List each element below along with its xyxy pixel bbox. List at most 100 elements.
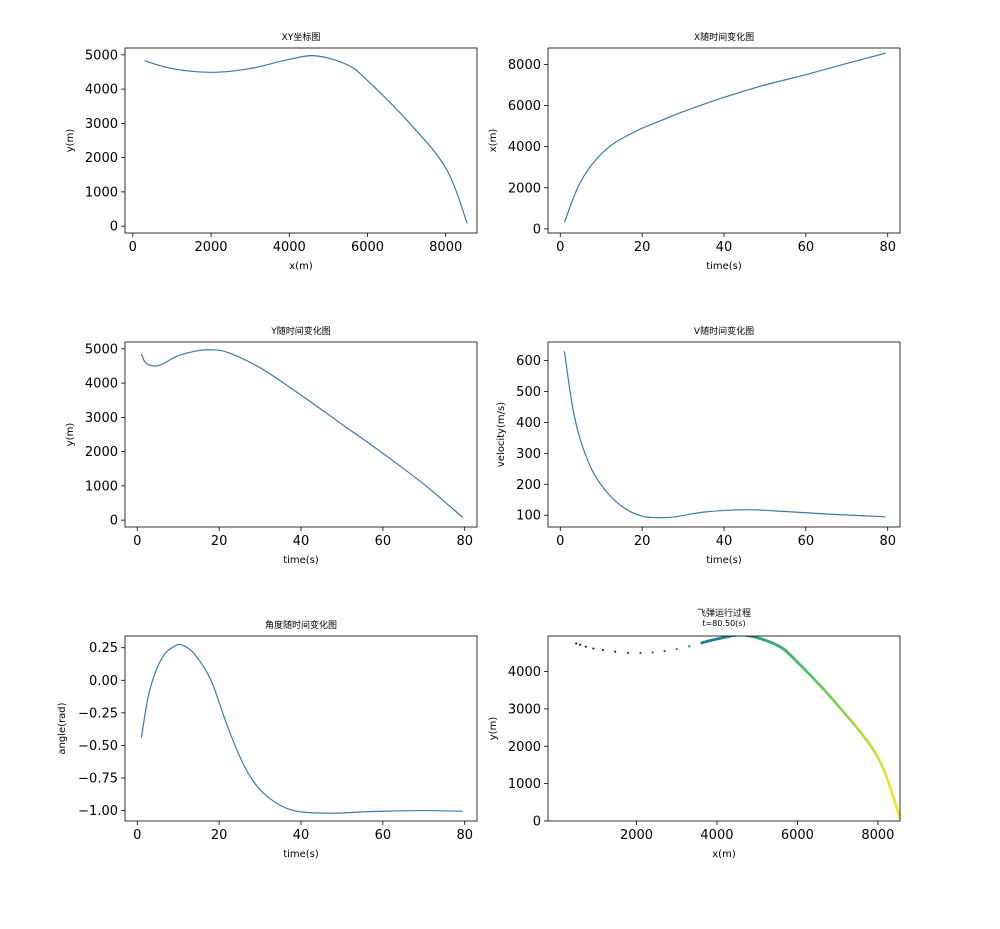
y-tick-label: 100: [516, 509, 541, 524]
y-tick-label: 6000: [508, 99, 541, 114]
y-time-chart-y-axis-label: y(m): [65, 423, 76, 447]
x-tick-label: 80: [879, 240, 896, 255]
y-time-chart-title: Y随时间变化图: [270, 325, 331, 337]
x-tick-label: 0: [133, 828, 141, 843]
x-tick-label: 20: [211, 828, 228, 843]
y-time-chart-x-axis-label: time(s): [283, 555, 319, 566]
x-tick-label: 4000: [700, 828, 733, 843]
y-tick-label: 3000: [85, 411, 118, 426]
xy-chart: 0 2000 4000 6000 8000 0 1000 2000 3000 4000 5000 x(…: [65, 31, 478, 272]
v-time-chart-y-axis-label: velocity(m/s): [496, 402, 507, 467]
x-tick-label: 0: [129, 240, 137, 255]
trajectory-point: [584, 645, 587, 648]
x-tick-label: 20: [634, 534, 651, 549]
angle-time-chart-title: 角度随时间变化图: [265, 619, 337, 631]
y-tick-label: 2000: [508, 740, 541, 755]
x-tick-label: 2000: [620, 828, 653, 843]
v-time-chart: 0 20 40 60 80 100 200 300 400 500 600 time(s) veloci…: [496, 325, 901, 566]
y-tick-label: 0.25: [89, 641, 118, 656]
xy-chart-x-axis-label: x(m): [289, 261, 313, 272]
y-tick-label: −0.75: [78, 772, 118, 787]
angle-time-chart-series-line: [140, 643, 463, 814]
v-time-chart-frame: [547, 341, 901, 528]
y-tick-label: 4000: [85, 83, 118, 98]
x-tick-label: 2000: [194, 240, 227, 255]
y-tick-label: 2000: [85, 445, 118, 460]
x-tick-label: 60: [798, 240, 815, 255]
x-time-chart-title: X随时间变化图: [694, 31, 754, 43]
x-tick-label: 40: [716, 534, 733, 549]
x-tick-label: 20: [211, 534, 228, 549]
y-tick-label: 1000: [508, 777, 541, 792]
x-tick-label: 80: [456, 828, 473, 843]
x-tick-label: 40: [293, 828, 310, 843]
x-tick-label: 4000: [273, 240, 306, 255]
y-tick-label: 400: [516, 416, 541, 431]
y-tick-label: 1000: [85, 185, 118, 200]
x-tick-label: 0: [556, 240, 564, 255]
trajectory-point: [627, 651, 630, 655]
x-time-chart-y-axis-label: x(m): [488, 129, 499, 153]
x-tick-label: 8000: [861, 828, 894, 843]
x-tick-label: 6000: [781, 828, 814, 843]
x-tick-label: 20: [634, 240, 651, 255]
x-time-chart-frame: [547, 47, 901, 234]
x-tick-label: 0: [556, 534, 564, 549]
trajectory-point: [639, 652, 642, 655]
x-time-chart-x-axis-label: time(s): [706, 261, 742, 272]
y-tick-label: 300: [516, 447, 541, 462]
v-time-chart-series-line: [563, 351, 886, 519]
trajectory-point: [614, 650, 617, 653]
y-tick-label: 200: [516, 478, 541, 493]
y-tick-label: 4000: [508, 140, 541, 155]
xy-chart-series-line: [144, 55, 468, 224]
xy-chart-frame: [124, 47, 478, 234]
trajectory-point: [663, 649, 666, 653]
x-tick-label: 80: [456, 534, 473, 549]
y-tick-label: 0: [110, 514, 118, 529]
x-tick-label: 40: [293, 534, 310, 549]
trajectory-point: [592, 647, 595, 650]
trajectory-chart-frame: [547, 635, 901, 822]
y-tick-label: 4000: [508, 665, 541, 680]
y-tick-label: 600: [516, 354, 541, 369]
trajectory-chart-y-axis-label: y(m): [488, 717, 499, 741]
x-tick-label: 40: [716, 240, 733, 255]
trajectory-point: [675, 647, 678, 651]
x-time-chart-series-line: [563, 52, 886, 223]
x-tick-label: 80: [879, 534, 896, 549]
y-tick-label: 5000: [85, 48, 118, 63]
y-time-chart-series-line: [140, 349, 464, 518]
trajectory-chart-x-axis-label: x(m): [712, 849, 736, 860]
y-tick-label: 3000: [85, 117, 118, 132]
x-tick-label: 6000: [351, 240, 384, 255]
y-tick-label: 0: [533, 222, 541, 237]
angle-time-chart-x-axis-label: time(s): [283, 849, 319, 860]
trajectory-point: [688, 645, 691, 648]
y-tick-label: 2000: [85, 151, 118, 166]
y-tick-label: 8000: [508, 58, 541, 73]
v-time-chart-title: V随时间变化图: [694, 325, 754, 337]
y-tick-label: 0.00: [89, 674, 118, 689]
x-tick-label: 60: [798, 534, 815, 549]
y-tick-label: −1.00: [78, 804, 118, 819]
y-tick-label: 0: [533, 815, 541, 830]
trajectory-point: [651, 651, 654, 654]
x-time-chart: 0 20 40 60 80 0 2000 4000 6000 8000 time(s) x(m) X随时…: [488, 31, 901, 272]
trajectory-chart-title: 飞弹运行过程: [697, 607, 751, 619]
y-tick-label: 4000: [85, 377, 118, 392]
x-tick-label: 8000: [429, 240, 462, 255]
angle-time-chart-y-axis-label: angle(rad): [57, 702, 68, 754]
y-tick-label: 3000: [508, 702, 541, 717]
trajectory-chart: 2000 4000 6000 8000 0 1000 2000 3000 4000 x(m) y(m…: [488, 607, 901, 860]
y-tick-label: 2000: [508, 181, 541, 196]
y-tick-label: 1000: [85, 479, 118, 494]
xy-chart-title: XY坐标图: [282, 31, 321, 43]
x-tick-label: 0: [133, 534, 141, 549]
trajectory-chart-subtitle: t=80.50(s): [702, 619, 745, 628]
x-tick-label: 60: [375, 534, 392, 549]
y-tick-label: 500: [516, 385, 541, 400]
angle-time-chart-frame: [124, 635, 478, 822]
trajectory-point: [575, 642, 578, 645]
